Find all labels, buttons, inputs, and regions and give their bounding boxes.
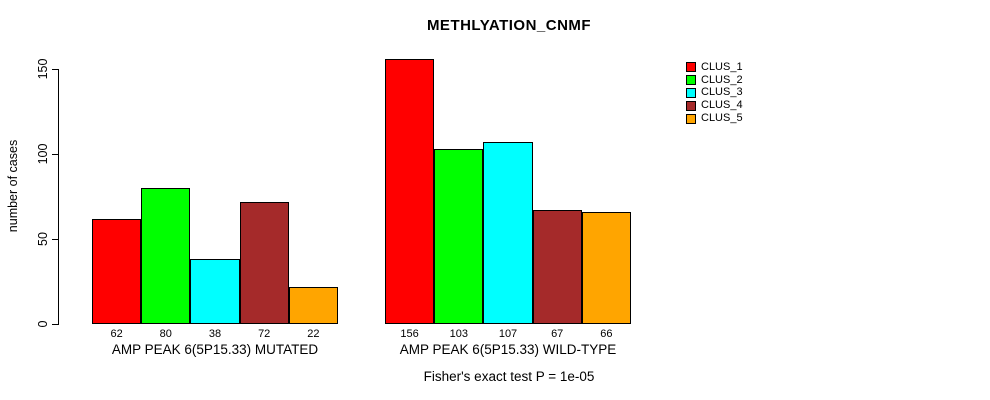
group-label-1: AMP PEAK 6(5P15.33) MUTATED	[111, 342, 319, 357]
bar-clus_3-group2	[483, 142, 533, 324]
y-axis-tick-label: 50	[36, 232, 50, 246]
y-axis-tick	[52, 154, 59, 156]
bar-clus_5-group2	[581, 211, 631, 324]
bar-value-label: 62	[110, 328, 123, 340]
annotation-text: Fisher's exact test P = 1e-05	[423, 369, 595, 384]
legend-label: CLUS_2	[701, 73, 743, 86]
bar-value-label: 67	[551, 328, 564, 340]
legend-item-clus_2: CLUS_2	[686, 74, 743, 87]
bar-value-label: 103	[449, 328, 468, 340]
bar-value-label: 72	[258, 328, 271, 340]
bar-value-label: 107	[498, 328, 518, 340]
legend-label: CLUS_1	[701, 60, 743, 73]
legend-item-clus_5: CLUS_5	[686, 112, 743, 125]
bar-value-label: 66	[600, 328, 613, 340]
bar-clus_1-group2	[385, 58, 435, 324]
y-axis-tick	[52, 69, 59, 71]
legend-label: CLUS_3	[701, 86, 743, 99]
legend-item-clus_4: CLUS_4	[686, 99, 743, 112]
bar-clus_3-group1	[190, 259, 240, 324]
bar-value-label: 38	[208, 328, 222, 340]
bar-clus_2-group2	[434, 148, 484, 324]
bar-clus_4-group1	[239, 201, 289, 324]
legend-color-swatch	[686, 113, 696, 124]
bar-value-label: 22	[307, 328, 320, 340]
y-axis-tick	[52, 324, 59, 326]
y-axis-tick-label: 150	[36, 58, 50, 80]
bar-clus_4-group2	[532, 210, 582, 324]
y-axis-tick	[52, 239, 59, 241]
bar-clus_2-group1	[141, 188, 191, 324]
bar-value-label: 156	[400, 328, 419, 340]
group-label-2: AMP PEAK 6(5P15.33) WILD-TYPE	[399, 342, 617, 357]
legend-item-clus_3: CLUS_3	[686, 87, 743, 100]
y-axis-tick-label: 0	[36, 320, 50, 328]
legend: CLUS_1 CLUS_2 CLUS_3 CLUS_4 CLUS_5	[686, 61, 743, 125]
legend-label: CLUS_5	[701, 112, 743, 125]
bar-value-label: 80	[159, 328, 172, 340]
legend-color-swatch	[686, 62, 696, 73]
y-axis-line	[58, 69, 60, 324]
legend-item-clus_1: CLUS_1	[686, 61, 743, 74]
legend-label: CLUS_4	[701, 99, 743, 112]
chart-title: METHLYATION_CNMF	[426, 17, 592, 34]
legend-color-swatch	[686, 87, 696, 98]
legend-color-swatch	[686, 100, 696, 111]
y-axis-tick-label: 100	[36, 143, 50, 165]
bar-clus_1-group1	[92, 218, 142, 324]
bar-clus_5-group1	[288, 286, 338, 324]
legend-color-swatch	[686, 75, 696, 86]
